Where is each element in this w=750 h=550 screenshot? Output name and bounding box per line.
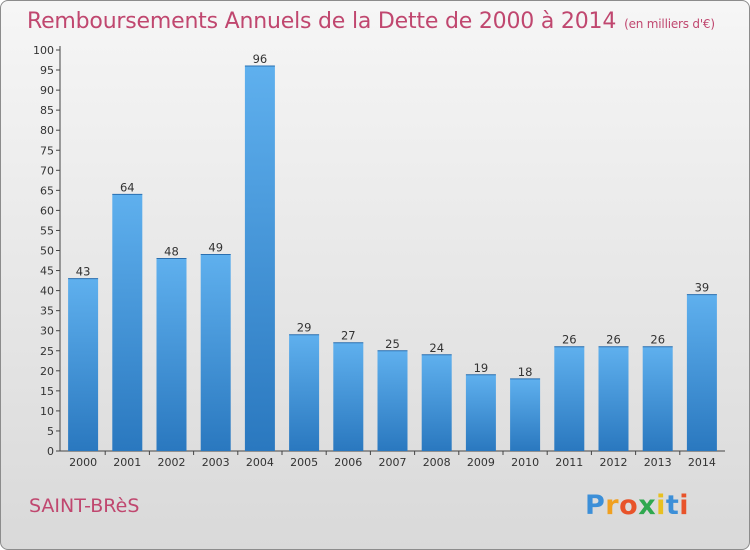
chart-subtitle: (en milliers d'€) <box>624 17 715 31</box>
y-tick-label: 95 <box>40 64 54 77</box>
x-tick-label: 2009 <box>467 456 495 469</box>
data-label: 96 <box>253 52 268 66</box>
y-tick-label: 0 <box>47 445 54 458</box>
bar <box>200 254 231 451</box>
logo-letter: t <box>665 490 680 521</box>
y-tick-label: 55 <box>40 224 54 237</box>
bar <box>465 374 496 451</box>
data-label: 19 <box>474 361 489 375</box>
x-tick-label: 2010 <box>511 456 539 469</box>
bar <box>598 346 629 451</box>
data-label: 25 <box>385 337 400 351</box>
bar <box>377 350 408 451</box>
bar <box>244 66 275 451</box>
y-tick-label: 65 <box>40 184 54 197</box>
x-tick-label: 2002 <box>158 456 186 469</box>
y-tick-label: 70 <box>40 164 54 177</box>
x-tick-label: 2007 <box>379 456 407 469</box>
chart-data-labels: 43 64 48 49 96 29 27 25 24 19 18 26 26 26 39 <box>76 52 709 379</box>
y-tick-label: 10 <box>40 405 54 418</box>
y-tick-label: 80 <box>40 124 54 137</box>
y-tick-label: 15 <box>40 385 54 398</box>
x-tick-label: 2003 <box>202 456 230 469</box>
data-label: 24 <box>429 341 444 355</box>
data-label: 26 <box>606 333 621 347</box>
data-label: 49 <box>208 241 223 255</box>
y-tick-label: 100 <box>33 44 54 57</box>
bar <box>112 194 143 452</box>
y-tick-label: 35 <box>40 305 54 318</box>
data-label: 39 <box>695 281 710 295</box>
y-tick-label: 85 <box>40 104 54 117</box>
bar <box>421 354 452 451</box>
logo-letter: i <box>679 490 690 521</box>
data-label: 26 <box>650 333 665 347</box>
chart-title-text: Remboursements Annuels de la Dette de 20… <box>27 9 617 34</box>
data-label: 64 <box>120 180 135 194</box>
y-tick-label: 60 <box>40 204 54 217</box>
y-tick-label: 30 <box>40 325 54 338</box>
y-tick-label: 5 <box>47 425 54 438</box>
x-tick-label: 2000 <box>69 456 97 469</box>
x-tick-label: 2008 <box>423 456 451 469</box>
logo-letter: P <box>585 490 606 521</box>
bar <box>156 258 187 451</box>
bar <box>554 346 585 451</box>
chart-title: Remboursements Annuels de la Dette de 20… <box>27 9 715 34</box>
x-tick-label: 2005 <box>290 456 318 469</box>
data-label: 18 <box>518 365 533 379</box>
data-label: 29 <box>297 321 312 335</box>
data-label: 48 <box>164 245 179 259</box>
x-tick-label: 2014 <box>688 456 716 469</box>
bar <box>510 378 541 451</box>
logo-letter: o <box>619 490 639 521</box>
bar <box>68 278 99 451</box>
x-tick-label: 2013 <box>644 456 672 469</box>
y-tick-label: 75 <box>40 144 54 157</box>
bar <box>642 346 673 451</box>
y-tick-label: 20 <box>40 365 54 378</box>
bar <box>333 342 364 451</box>
y-tick-label: 90 <box>40 84 54 97</box>
bar <box>289 334 320 451</box>
logo-letter: i <box>656 490 666 521</box>
y-tick-label: 40 <box>40 285 54 298</box>
y-tick-label: 25 <box>40 345 54 358</box>
data-label: 43 <box>76 265 91 279</box>
logo-letter: x <box>638 490 657 521</box>
proxiti-logo: Proxiti <box>585 490 689 521</box>
logo-letter: r <box>605 490 620 521</box>
chart-axes: 0 5 10 15 20 25 30 35 40 45 50 55 60 65 70 75 80 85 90 95 10… <box>33 44 725 469</box>
data-label: 27 <box>341 329 356 343</box>
x-tick-label: 2004 <box>246 456 274 469</box>
x-tick-label: 2006 <box>334 456 362 469</box>
x-tick-label: 2001 <box>113 456 141 469</box>
data-label: 26 <box>562 333 577 347</box>
x-tick-label: 2012 <box>600 456 628 469</box>
x-tick-label: 2011 <box>555 456 583 469</box>
municipality-name: SAINT-BRèS <box>29 495 140 517</box>
y-tick-label: 45 <box>40 265 54 278</box>
chart-bars <box>68 65 717 452</box>
y-tick-label: 50 <box>40 245 54 258</box>
bar <box>686 294 717 451</box>
